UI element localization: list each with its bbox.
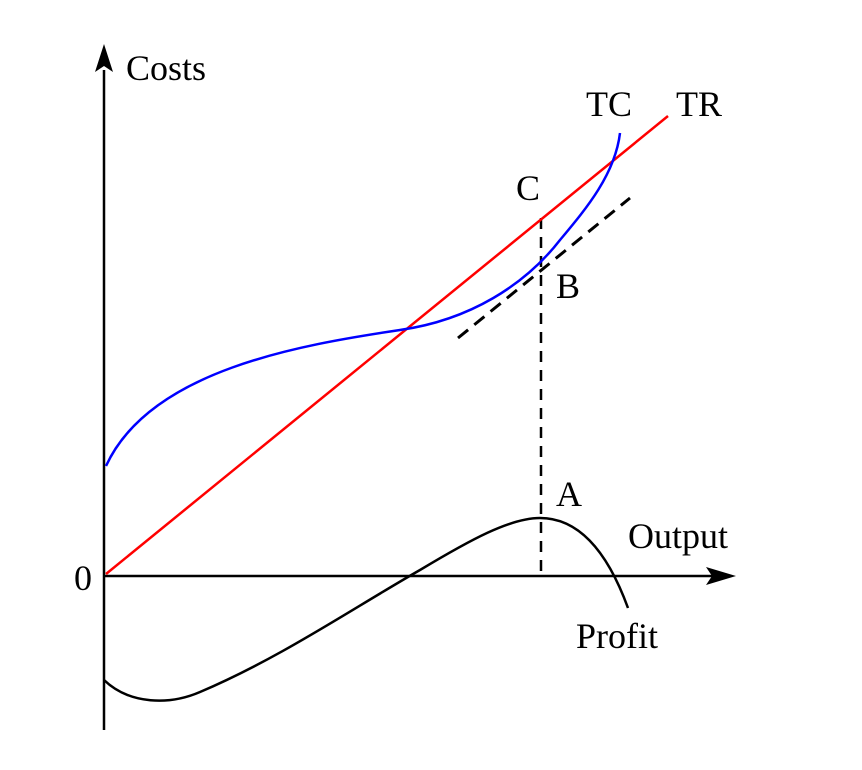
point-b-label: B: [556, 266, 580, 306]
tc-label: TC: [586, 84, 632, 124]
tc-curve: [104, 132, 622, 467]
y-axis-label: Costs: [126, 48, 206, 88]
origin-label: 0: [74, 558, 92, 598]
point-a-label: A: [556, 474, 582, 514]
point-c-label: C: [516, 168, 540, 208]
tr-label: TR: [676, 84, 722, 124]
arrow-up-icon: [95, 44, 113, 72]
tangent-line: [457, 196, 631, 340]
x-axis-label: Output: [628, 516, 728, 556]
profit-label: Profit: [576, 616, 658, 656]
tr-line: [105, 115, 669, 575]
arrow-right-icon: [706, 567, 736, 585]
profit-curve: [103, 516, 630, 702]
